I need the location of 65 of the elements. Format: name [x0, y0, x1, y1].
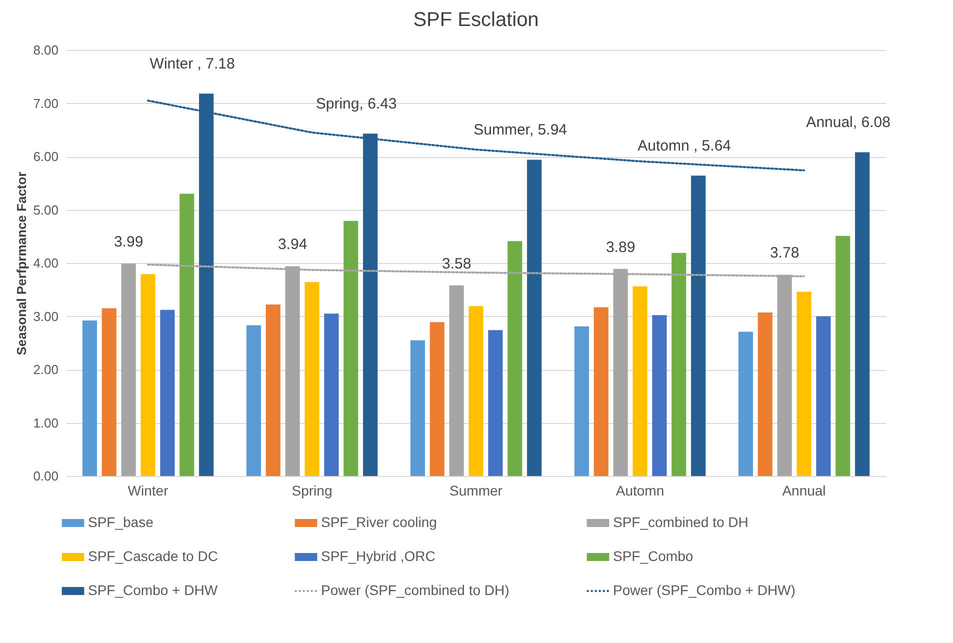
bar — [758, 312, 772, 476]
x-tick-label: Spring — [292, 482, 332, 498]
x-tick-label: Winter — [128, 482, 169, 498]
bar — [738, 332, 753, 476]
data-label: Winter , 7.18 — [150, 56, 235, 73]
x-tick-label: Automn — [616, 482, 664, 498]
bar — [410, 340, 425, 476]
bar — [836, 236, 850, 476]
bar — [594, 307, 608, 476]
bar — [449, 285, 464, 476]
y-tick-label: 2.00 — [33, 362, 58, 377]
chart-title: SPF Esclation — [413, 9, 539, 31]
data-label: 3.89 — [606, 238, 636, 256]
bar — [816, 316, 831, 476]
data-label: 3.94 — [278, 236, 308, 254]
bar — [574, 326, 589, 476]
bar — [508, 241, 522, 476]
bar — [652, 315, 667, 476]
bar — [180, 194, 194, 476]
legend-label: SPF_Cascade to DC — [88, 548, 218, 564]
y-tick-label: 0.00 — [33, 468, 58, 484]
legend-label: Power (SPF_Combo + DHW) — [613, 582, 796, 598]
data-label: Summer, 5.94 — [474, 122, 568, 139]
data-label: 3.78 — [770, 244, 800, 262]
y-axis-title: Seasonal Perfprmance Factor — [14, 172, 30, 356]
legend-label: SPF_Hybrid ,ORC — [321, 548, 436, 564]
bar — [488, 330, 503, 476]
bar — [632, 286, 648, 476]
bar — [102, 308, 116, 476]
bar — [796, 292, 812, 476]
legend-label: Power (SPF_combined to DH) — [321, 582, 510, 598]
y-tick-label: 7.00 — [33, 96, 58, 111]
bar — [160, 310, 175, 476]
bar — [140, 274, 156, 476]
data-label: 3.99 — [114, 234, 144, 251]
bar — [304, 282, 320, 476]
data-label: Spring, 6.43 — [316, 96, 397, 113]
bar — [266, 304, 280, 476]
bar — [468, 306, 484, 476]
y-tick-label: 5.00 — [33, 202, 58, 218]
bar — [672, 252, 686, 476]
y-tick-label: 1.00 — [33, 415, 58, 430]
y-tick-label: 4.00 — [33, 256, 58, 270]
bar — [82, 320, 97, 476]
bar — [855, 152, 870, 476]
y-tick-label: 6.00 — [33, 149, 58, 164]
y-tick-label: 3.00 — [33, 308, 58, 324]
data-label: Annual, 6.08 — [806, 114, 890, 132]
legend-label: SPF_Combo + DHW — [88, 582, 218, 598]
legend-label: SPF_base — [88, 514, 154, 530]
legend-label: SPF_combined to DH — [613, 514, 748, 530]
data-label: Automn , 5.64 — [638, 138, 732, 155]
bar — [527, 160, 542, 476]
bar — [324, 314, 339, 476]
bar — [430, 322, 444, 476]
x-tick-label: Summer — [450, 482, 503, 498]
bar — [344, 220, 358, 476]
data-label: 3.58 — [442, 255, 472, 272]
legend-label: SPF_River cooling — [321, 514, 437, 530]
x-tick-label: Annual — [782, 482, 826, 498]
bar — [246, 325, 261, 476]
bar — [691, 176, 706, 476]
y-tick-label: 8.00 — [33, 42, 58, 58]
legend-label: SPF_Combo — [613, 548, 694, 564]
bar — [121, 264, 136, 476]
